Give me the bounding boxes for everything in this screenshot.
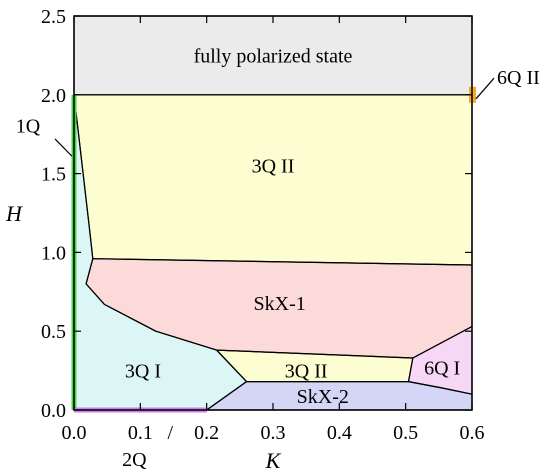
phase-label-fp: fully polarized state xyxy=(194,45,353,67)
y-axis-label: H xyxy=(5,201,23,226)
phase-label-q3_lo: 3Q II xyxy=(285,361,328,383)
region-skx-1 xyxy=(86,258,472,358)
x-axis-label: K xyxy=(265,448,282,473)
y-tick-label: 1.0 xyxy=(41,242,66,264)
slash-separator: / xyxy=(168,422,174,444)
phase-label-q6_i: 6Q I xyxy=(424,357,460,379)
phase-label-skx1: SkX-1 xyxy=(254,293,306,315)
x-tick-label: 0.4 xyxy=(327,422,352,444)
x-tick-label: 0.1 xyxy=(128,422,153,444)
x-tick-label: 0.2 xyxy=(194,422,219,444)
boundary-6q-i xyxy=(407,325,473,395)
phase-label-q3_hi: 3Q II xyxy=(252,156,295,178)
y-tick-label: 0.5 xyxy=(41,321,66,343)
region-3q-ii-high-field xyxy=(74,94,472,265)
region-3q-ii-low-field xyxy=(216,350,413,382)
leader-line-1q xyxy=(54,138,73,157)
axis-tick-labels: 0.0 0.1 0.2 0.3 0.4 0.5 0.6 0.0 0.5 1.0 1.5 2.0 2.5 xyxy=(41,6,485,444)
label-2q: 2Q xyxy=(122,449,147,471)
x-tick-label: 0.5 xyxy=(393,422,418,444)
x-tick-label: 0.3 xyxy=(261,422,286,444)
phase-label-q1_region: 3Q I xyxy=(125,361,161,383)
region-3q-i xyxy=(74,94,247,411)
y-tick-label: 2.5 xyxy=(41,6,66,28)
y-tick-label: 0.0 xyxy=(41,400,66,422)
phase-regions xyxy=(74,16,472,411)
phase-labels: fully polarized state 3Q II SkX-1 3Q II 3Q I… xyxy=(125,45,460,407)
leader-line-6q-ii xyxy=(475,77,495,100)
y-tick-label: 2.0 xyxy=(41,85,66,107)
region-6q-i xyxy=(408,326,472,395)
x-tick-label: 0.0 xyxy=(62,422,87,444)
label-6q-ii: 6Q II xyxy=(497,67,540,89)
axis-ticks xyxy=(73,15,473,411)
region-fully-polarized-state xyxy=(74,16,472,95)
region-skx-2 xyxy=(206,381,472,410)
x-tick-label: 0.6 xyxy=(460,422,485,444)
label-1q: 1Q xyxy=(16,115,41,137)
phase-label-skx2: SkX-2 xyxy=(297,386,349,408)
y-tick-label: 1.5 xyxy=(41,164,66,186)
